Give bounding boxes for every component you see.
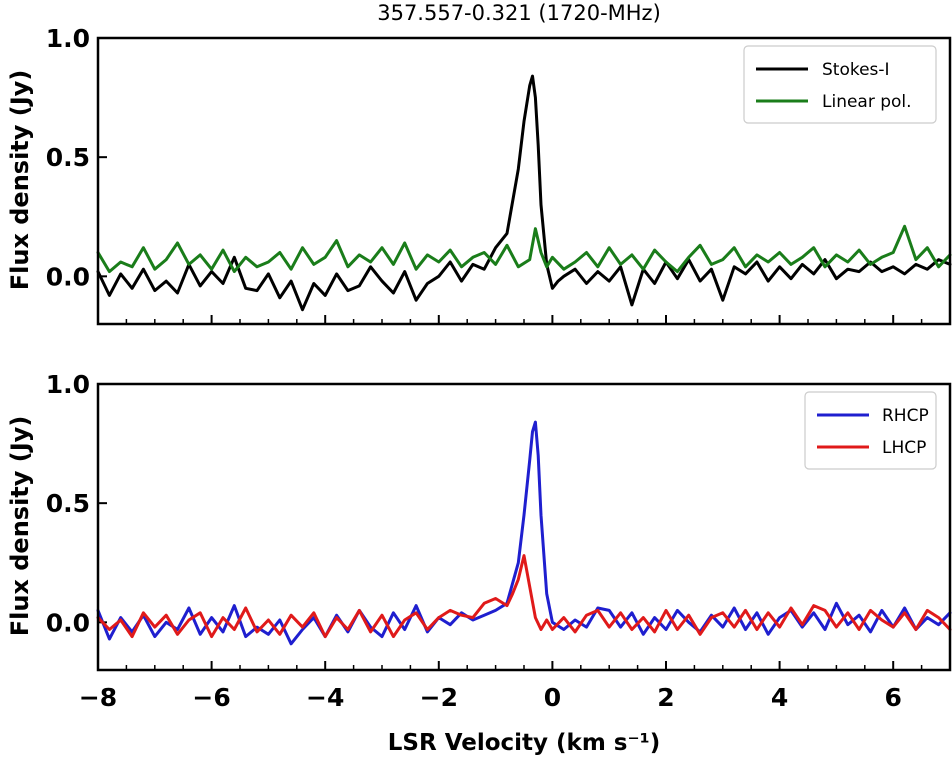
axis-ticks-bottom: −8 −6 −4 −2 0 2 4 6 0.0 0.5 1.0: [46, 370, 951, 712]
y-axis-label-bottom: Flux density (Jy): [6, 416, 34, 637]
legend-label-stokes-i: Stokes-I: [822, 60, 890, 80]
x-tick-label: −2: [420, 683, 458, 712]
axis-ticks-top: 0.0 0.5 1.0: [46, 24, 951, 324]
chart-title: 357.557-0.321 (1720-MHz): [377, 1, 661, 25]
x-tick-label: 0: [544, 683, 561, 712]
x-axis-label: LSR Velocity (km s⁻¹): [388, 730, 660, 756]
x-tick-label: 6: [884, 683, 901, 712]
legend-label-lhcp: LHCP: [882, 438, 926, 458]
legend-bottom: RHCP LHCP: [804, 391, 937, 470]
series-line-stokes-i: [96, 74, 952, 312]
series-line-linear-pol: [96, 224, 952, 274]
legend-box-bottom: [804, 391, 937, 470]
y-tick-label-bottom: 0.5: [46, 489, 90, 518]
x-tick-label: −8: [79, 683, 117, 712]
y-tick-label-bottom: 0.0: [46, 608, 90, 637]
y-tick-label-top: 1.0: [46, 24, 90, 53]
y-axis-label-top: Flux density (Jy): [6, 70, 34, 291]
y-tick-label-top: 0.5: [46, 143, 90, 172]
plot-frame-top: [96, 36, 952, 326]
y-tick-label-bottom: 1.0: [46, 370, 90, 399]
x-tick-label: 4: [771, 683, 788, 712]
legend-box-top: [743, 45, 937, 124]
y-tick-label-top: 0.0: [46, 262, 90, 291]
series-line-lhcp: [96, 554, 952, 639]
panel-circular: Flux density (Jy) −8 −6 −4 −2 0 2 4 60.00.51.0 …: [6, 370, 952, 756]
series-group-top: [96, 74, 952, 312]
legend-top: Stokes-I Linear pol.: [743, 45, 937, 124]
plot-frame-bottom: [96, 382, 952, 672]
x-tick-label: 2: [657, 683, 674, 712]
legend-label-rhcp: RHCP: [882, 406, 929, 426]
x-tick-label: −6: [192, 683, 230, 712]
panel-stokes: Flux density (Jy) 0.0 0.5 1.0 Stokes-I Lin…: [6, 24, 952, 326]
series-group-bottom: [96, 420, 952, 646]
x-tick-label: −4: [306, 683, 344, 712]
legend-label-linear-pol: Linear pol.: [822, 92, 912, 112]
